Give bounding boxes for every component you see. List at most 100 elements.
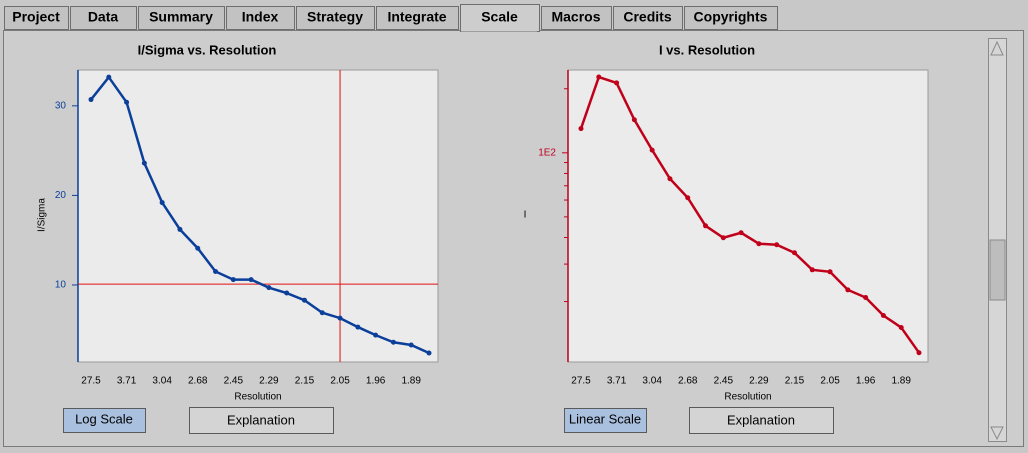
point	[390, 339, 396, 345]
y-tick-label: 20	[55, 190, 67, 201]
x-tick-label: 1.89	[401, 376, 421, 387]
point	[685, 195, 691, 201]
x-tick-label: 3.71	[607, 376, 627, 387]
point	[720, 235, 726, 241]
x-tick-label: 1.89	[891, 376, 911, 387]
x-tick-label: 2.29	[259, 376, 279, 387]
point	[791, 250, 797, 256]
chart-title: I vs. Resolution	[659, 42, 755, 57]
point	[845, 287, 851, 293]
x-tick-label: 3.04	[642, 376, 662, 387]
point	[159, 200, 165, 206]
tab[interactable]	[376, 6, 459, 30]
point	[738, 230, 744, 236]
point	[355, 324, 361, 330]
point	[106, 74, 112, 80]
explain-button[interactable]	[689, 407, 834, 434]
scale-button-label[interactable]: Log Scale	[75, 411, 133, 426]
tab-label[interactable]: Integrate	[387, 9, 446, 25]
y-tick-label: 10	[55, 280, 67, 291]
tab-label[interactable]: Strategy	[307, 9, 363, 25]
point	[898, 325, 904, 331]
tab-label[interactable]: Summary	[149, 9, 213, 25]
point	[916, 350, 922, 356]
x-tick-label: 2.29	[749, 376, 769, 387]
point	[880, 313, 886, 319]
y-axis-label: I	[524, 210, 527, 221]
tab-label[interactable]: Project	[12, 9, 60, 25]
point	[195, 245, 201, 251]
x-tick-label: 2.45	[224, 376, 244, 387]
point	[337, 315, 343, 321]
tab-label[interactable]: Data	[88, 9, 119, 25]
point	[230, 277, 236, 283]
tab-label[interactable]: Index	[242, 9, 279, 25]
tab[interactable]	[138, 6, 225, 30]
scroll-up[interactable]	[990, 40, 1004, 56]
tab[interactable]	[4, 6, 69, 30]
x-tick-label: 1.96	[366, 376, 386, 387]
scale-button-label[interactable]: Linear Scale	[569, 411, 641, 426]
point	[631, 117, 637, 123]
point	[213, 269, 219, 275]
scrollbar-thumb[interactable]	[989, 239, 1006, 301]
scale-button[interactable]	[63, 408, 146, 433]
point	[373, 332, 379, 338]
x-axis-label: Resolution	[234, 392, 281, 403]
point	[177, 226, 183, 232]
point	[88, 97, 94, 103]
x-tick-label: 2.05	[330, 376, 350, 387]
scale-button[interactable]	[564, 408, 647, 433]
point	[596, 74, 602, 80]
tab-label[interactable]: Credits	[623, 9, 671, 25]
x-tick-label: 27.5	[81, 376, 101, 387]
point	[614, 80, 620, 86]
y-axis-label: I/Sigma	[37, 198, 48, 232]
point	[578, 126, 584, 132]
tab[interactable]	[226, 6, 295, 30]
x-tick-label: 2.45	[714, 376, 734, 387]
explain-button-label[interactable]: Explanation	[727, 412, 795, 427]
tab[interactable]	[296, 6, 375, 30]
point	[827, 269, 833, 275]
x-tick-label: 2.15	[785, 376, 805, 387]
point	[863, 294, 869, 300]
point	[284, 290, 290, 296]
tab[interactable]	[460, 4, 540, 32]
tab[interactable]	[684, 6, 778, 30]
scroll-down[interactable]	[990, 426, 1004, 441]
point	[426, 350, 432, 356]
point	[124, 99, 130, 105]
point	[319, 310, 325, 316]
x-tick-label: 2.68	[678, 376, 698, 387]
tab[interactable]	[613, 6, 683, 30]
tab-label[interactable]: Copyrights	[694, 9, 768, 25]
point	[774, 242, 780, 248]
point	[703, 223, 709, 229]
x-tick-label: 2.68	[188, 376, 208, 387]
point	[408, 342, 414, 348]
line	[579, 75, 921, 354]
line	[90, 75, 430, 355]
x-axis-label: Resolution	[724, 392, 771, 403]
y-tick-label: 1E2	[538, 147, 556, 158]
explain-button[interactable]	[189, 407, 334, 434]
tab[interactable]	[541, 6, 612, 30]
explain-button-label[interactable]: Explanation	[227, 412, 295, 427]
x-tick-label: 1.96	[856, 376, 876, 387]
x-tick-label: 2.05	[820, 376, 840, 387]
y-tick-label: 30	[55, 100, 67, 111]
x-tick-label: 3.71	[117, 376, 137, 387]
point	[141, 160, 147, 166]
x-tick-label: 3.04	[152, 376, 172, 387]
point	[809, 267, 815, 273]
tab-label[interactable]: Scale	[481, 9, 518, 25]
tab-label[interactable]: Macros	[551, 9, 600, 25]
plot-area	[77, 69, 439, 363]
chart-title: I/Sigma vs. Resolution	[138, 42, 277, 57]
x-tick-label: 2.15	[295, 376, 315, 387]
tab[interactable]	[70, 6, 137, 30]
plot-area	[567, 69, 929, 363]
